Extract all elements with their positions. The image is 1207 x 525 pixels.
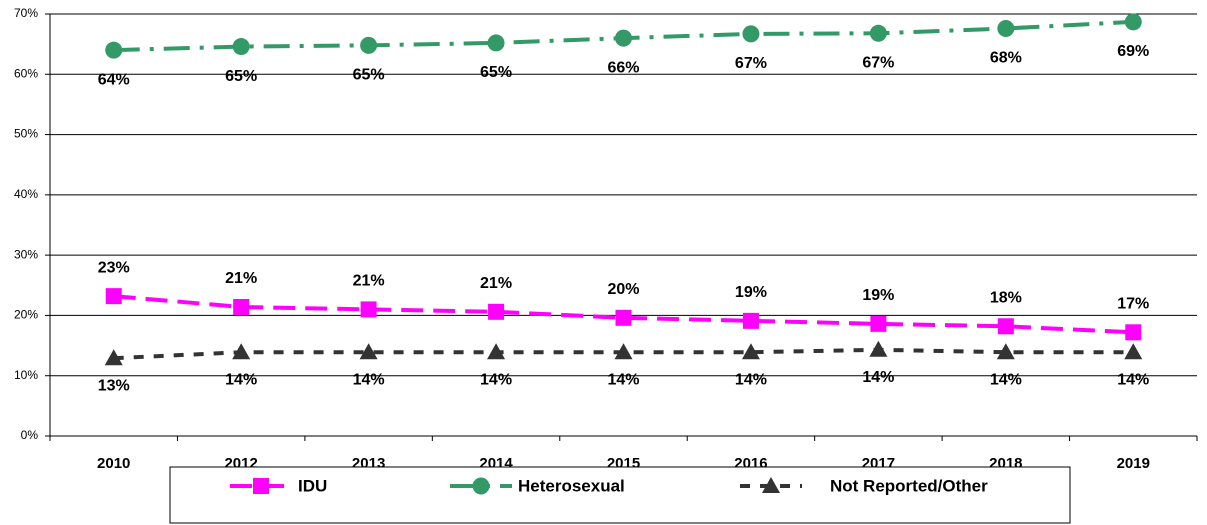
data-point <box>615 309 632 326</box>
data-label: 19% <box>862 287 894 304</box>
data-label: 21% <box>353 273 385 290</box>
data-point <box>359 343 378 360</box>
data-point <box>104 349 123 366</box>
data-label: 19% <box>735 284 767 301</box>
data-point <box>233 298 250 315</box>
legend-marker <box>762 477 780 493</box>
legend-label: Not Reported/Other <box>830 476 988 495</box>
data-point <box>742 312 759 329</box>
data-label: 14% <box>353 371 385 388</box>
data-label: 65% <box>480 64 512 81</box>
data-label: 21% <box>225 270 257 287</box>
series-line <box>113 294 1134 335</box>
data-label: 21% <box>480 275 512 292</box>
data-point <box>1124 343 1143 360</box>
data-label: 14% <box>735 371 767 388</box>
data-point <box>996 343 1015 360</box>
data-point <box>487 343 506 360</box>
data-label: 64% <box>98 71 130 88</box>
legend-label: IDU <box>298 476 327 495</box>
data-label: 68% <box>990 50 1022 67</box>
data-point <box>869 340 888 357</box>
data-point <box>614 343 633 360</box>
data-label: 14% <box>862 369 894 386</box>
data-label: 17% <box>1117 296 1149 313</box>
legend-marker <box>253 478 269 494</box>
legend-box <box>169 466 1071 524</box>
y-tick-label: 60% <box>14 66 38 80</box>
data-point <box>869 24 887 42</box>
data-label: 66% <box>607 59 639 76</box>
data-label: 18% <box>990 289 1022 306</box>
data-label: 14% <box>225 371 257 388</box>
y-tick-label: 30% <box>14 247 38 261</box>
y-tick-label: 40% <box>14 187 38 201</box>
data-label: 13% <box>98 377 130 394</box>
data-label: 14% <box>1117 371 1149 388</box>
data-point <box>232 38 250 56</box>
data-label: 65% <box>353 67 385 84</box>
data-label: 20% <box>607 281 639 298</box>
data-point <box>1124 13 1142 31</box>
y-tick-label: 0% <box>21 428 39 442</box>
data-point <box>615 29 632 47</box>
y-tick-label: 70% <box>14 6 38 20</box>
y-tick-label: 20% <box>14 308 38 322</box>
data-point <box>997 318 1014 335</box>
legend-label: Heterosexual <box>518 476 625 495</box>
data-point <box>105 288 122 305</box>
data-label: 14% <box>480 371 512 388</box>
data-point <box>360 301 377 318</box>
data-label: 69% <box>1117 43 1149 60</box>
data-point <box>1125 324 1142 341</box>
data-label: 67% <box>735 55 767 72</box>
data-label: 14% <box>990 371 1022 388</box>
data-point <box>742 25 760 43</box>
data-label: 14% <box>607 371 639 388</box>
data-point <box>360 36 378 54</box>
data-point <box>105 41 123 59</box>
data-label: 23% <box>98 259 130 276</box>
data-label: 65% <box>225 68 257 85</box>
x-tick-label: 2019 <box>1117 455 1150 472</box>
legend-marker <box>472 477 490 495</box>
y-tick-label: 50% <box>14 127 38 141</box>
x-tick-label: 2010 <box>97 455 130 472</box>
data-point <box>997 19 1015 37</box>
data-point <box>488 303 505 320</box>
y-tick-label: 10% <box>14 368 38 382</box>
data-point <box>232 343 251 360</box>
data-point <box>741 343 760 360</box>
data-point <box>487 34 505 52</box>
data-label: 67% <box>862 55 894 72</box>
data-point <box>870 315 887 332</box>
